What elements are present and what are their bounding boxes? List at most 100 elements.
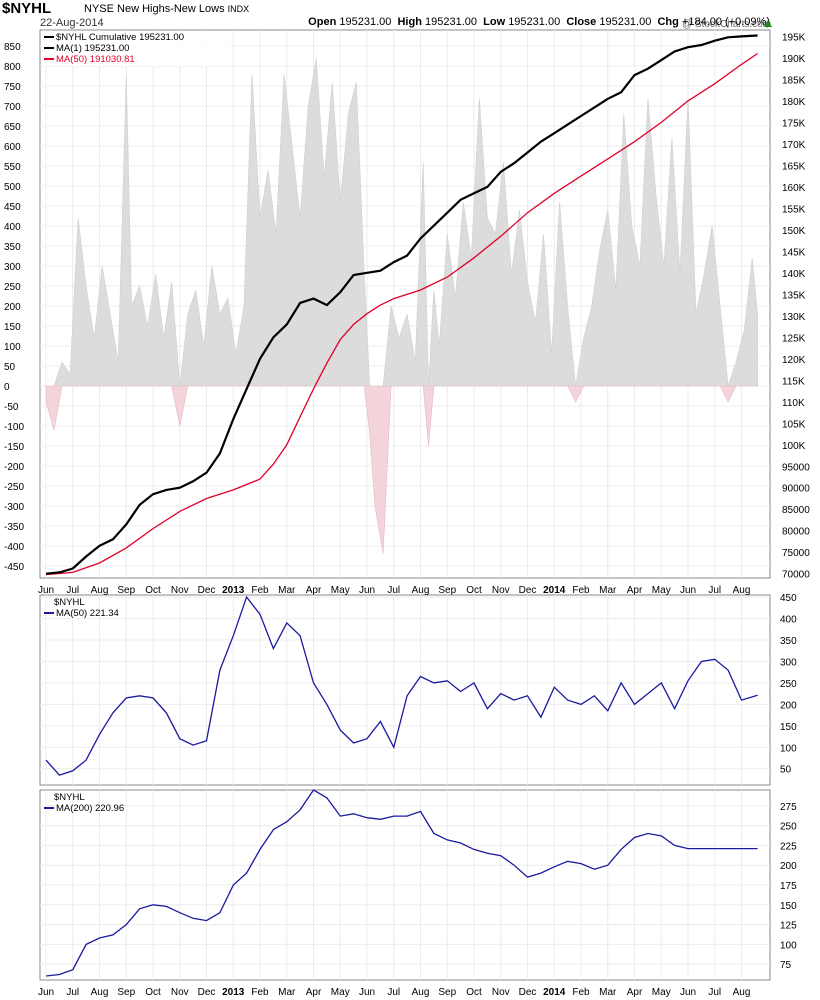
left-axis-tick-label: 650	[4, 122, 21, 133]
x-tick-label-bottom: Jul	[708, 987, 721, 998]
x-tick-label-bottom: Aug	[91, 987, 109, 998]
x-tick-label-top: Jun	[359, 585, 375, 596]
x-tick-label-bottom: 2013	[222, 987, 245, 998]
low-value: 195231.00	[508, 16, 561, 28]
indicator-axis-tick-label: 225	[780, 841, 797, 852]
right-axis-tick-label: 105K	[782, 419, 806, 430]
chg-value: +184.00 (+0.09%)	[681, 16, 770, 28]
x-tick-label-top: Jul	[708, 585, 721, 596]
legend-label: MA(200) 220.96	[56, 803, 124, 814]
high-label: High	[397, 16, 422, 28]
x-tick-label-bottom: Oct	[145, 987, 161, 998]
x-tick-label-top: Feb	[572, 585, 590, 596]
right-axis-tick-label: 185K	[782, 75, 806, 86]
x-tick-label-bottom: Feb	[251, 987, 269, 998]
x-tick-label-bottom: Apr	[627, 987, 643, 998]
right-axis-tick-label: 85000	[782, 505, 810, 516]
nyhl-oscillator-negative-area	[45, 385, 758, 555]
x-tick-label-bottom: Jun	[38, 987, 54, 998]
left-axis-tick-label: -300	[4, 502, 24, 513]
legend-label: MA(50) 221.34	[56, 608, 119, 619]
low-label: Low	[483, 16, 506, 28]
left-axis-tick-label: -450	[4, 562, 24, 573]
left-axis-tick-label: 450	[4, 202, 21, 213]
x-tick-label-bottom: Jul	[66, 987, 79, 998]
right-axis-tick-label: 115K	[782, 376, 805, 387]
ticker-description: NYSE New Highs-New Lows INDX	[84, 3, 249, 16]
x-tick-label-top: Sep	[117, 585, 135, 596]
indicator-axis-tick-label: 150	[780, 722, 797, 733]
watermark: @ StockCharts.com	[682, 19, 772, 30]
left-axis-tick-label: 500	[4, 182, 21, 193]
indicator-axis-tick-label: 75	[780, 960, 792, 971]
right-axis-tick-label: 130K	[782, 312, 806, 323]
x-tick-label-top: Dec	[519, 585, 537, 596]
panel-frame-1	[39, 29, 771, 579]
left-axis-tick-label: 250	[4, 282, 21, 293]
left-axis-tick-label: 800	[4, 62, 21, 73]
indicator-axis-tick-label: 400	[780, 615, 797, 626]
right-axis-tick-label: 150K	[782, 226, 806, 237]
right-axis-tick-label: 190K	[782, 54, 806, 65]
left-axis-tick-label: 300	[4, 262, 21, 273]
right-axis-tick-label: 175K	[782, 118, 806, 129]
exchange-label: INDX	[227, 4, 250, 14]
right-axis-tick-label: 140K	[782, 269, 806, 280]
left-axis-tick-label: 150	[4, 322, 21, 333]
x-tick-label-top: Oct	[466, 585, 482, 596]
legend-label: $NYHL	[54, 792, 85, 803]
legend-label: $NYHL	[54, 597, 85, 608]
chg-label: Chg	[657, 16, 679, 28]
indicator-axis-tick-label: 200	[780, 861, 797, 872]
indicator-axis-tick-label: 250	[780, 822, 797, 833]
right-axis-tick-label: 155K	[782, 204, 806, 215]
x-tick-label-bottom: Jun	[680, 987, 696, 998]
cumulative-line	[45, 34, 758, 575]
x-tick-label-top: May	[331, 585, 350, 596]
nyhl-oscillator-positive-area	[46, 57, 758, 387]
x-tick-label-bottom: Nov	[171, 987, 189, 998]
x-tick-label-bottom: Jul	[387, 987, 400, 998]
x-tick-label-bottom: Oct	[466, 987, 482, 998]
x-tick-label-top: Apr	[306, 585, 322, 596]
ticker-name: NYSE New Highs-New Lows	[84, 3, 225, 15]
right-axis-tick-label: 80000	[782, 527, 810, 538]
indicator-axis-tick-label: 125	[780, 921, 797, 932]
left-axis-tick-label: 550	[4, 162, 21, 173]
high-value: 195231.00	[425, 16, 477, 28]
legend-label: MA(50) 191030.81	[56, 54, 135, 65]
x-tick-label-top: Dec	[198, 585, 216, 596]
left-axis-tick-label: 700	[4, 102, 21, 113]
x-tick-label-top: Jul	[387, 585, 400, 596]
indicator-axis-tick-label: 450	[780, 593, 797, 604]
indicator-axis-tick-label: 100	[780, 743, 797, 754]
x-tick-label-bottom: Feb	[572, 987, 590, 998]
x-tick-label-bottom: Nov	[492, 987, 510, 998]
up-arrow-icon	[764, 20, 772, 27]
indicator-axis-tick-label: 200	[780, 700, 797, 711]
open-value: 195231.00	[339, 16, 392, 28]
x-tick-label-bottom: Mar	[599, 987, 617, 998]
ma200-indicator-line	[45, 789, 758, 977]
x-tick-label-bottom: Dec	[519, 987, 537, 998]
x-tick-label-top: Sep	[438, 585, 456, 596]
ma50-indicator-line	[45, 595, 758, 776]
right-axis-tick-label: 70000	[782, 570, 810, 581]
right-axis-tick-label: 195K	[782, 32, 806, 43]
x-tick-label-bottom: Dec	[198, 987, 216, 998]
indicator-axis-tick-label: 100	[780, 940, 797, 951]
x-tick-label-top: Jun	[38, 585, 54, 596]
x-tick-label-top: Nov	[171, 585, 189, 596]
left-axis-tick-label: 50	[4, 362, 16, 373]
x-tick-label-bottom: Sep	[117, 987, 135, 998]
x-tick-label-top: Mar	[599, 585, 617, 596]
ticker-symbol: $NYHL	[2, 0, 52, 17]
x-tick-label-top: Aug	[412, 585, 430, 596]
x-tick-label-top: Jul	[66, 585, 79, 596]
chart-date: 22-Aug-2014	[40, 17, 104, 29]
x-tick-label-top: Nov	[492, 585, 510, 596]
indicator-axis-tick-label: 250	[780, 679, 797, 690]
right-axis-tick-label: 75000	[782, 548, 810, 559]
x-tick-label-bottom: Sep	[438, 987, 456, 998]
